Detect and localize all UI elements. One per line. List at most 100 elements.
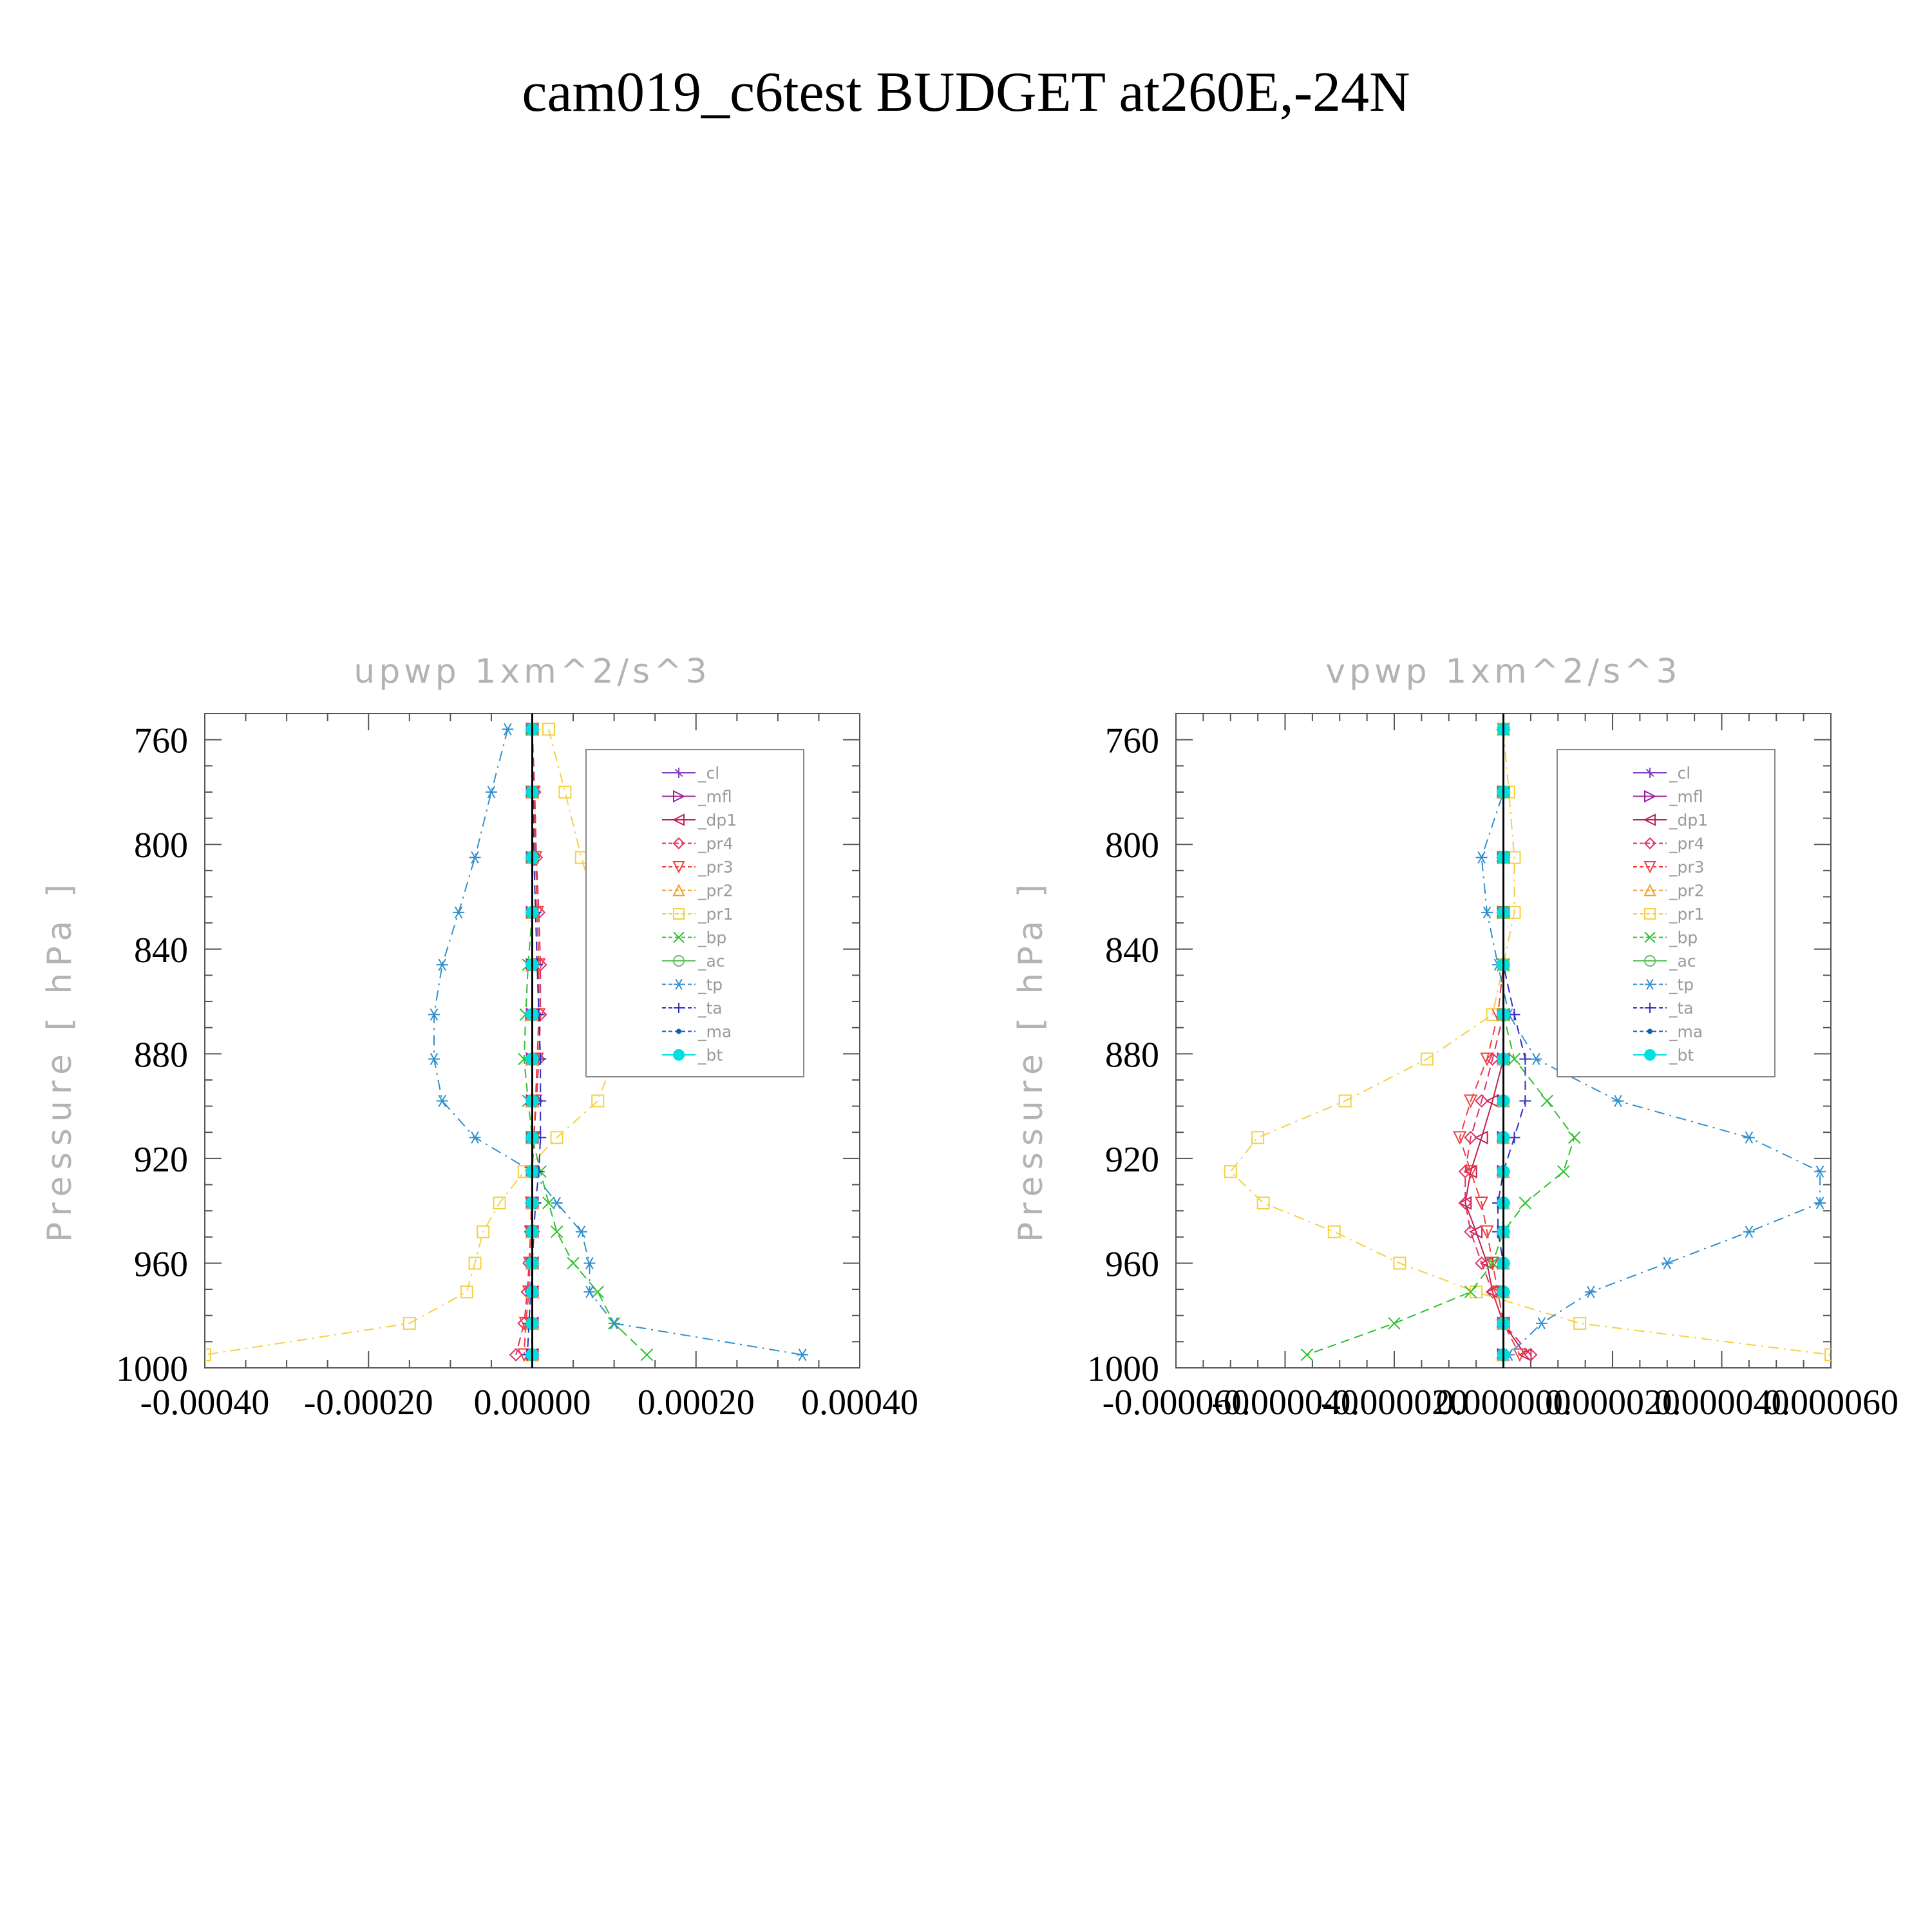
marker_tp [428,1052,440,1065]
marker_bp [1567,1131,1581,1144]
legend-marker_ac [673,955,685,967]
marker_pr1 [1251,1131,1265,1144]
marker_ta [1508,1009,1520,1021]
marker_dp1 [1474,1130,1488,1144]
marker_pr1 [468,1256,482,1270]
x-tick-label: -0.000060 [1103,1383,1250,1423]
legend-label: _bp [697,929,726,947]
marker_bp [1557,1165,1570,1178]
y-tick-label: 800 [1105,826,1159,866]
legend-entry_pr2: _pr2 [662,882,734,900]
legend-entry_ac: _ac [662,952,725,971]
legend-label: _mfl [1669,788,1703,806]
marker_pr3 [1485,1256,1500,1271]
marker_tp [1814,1165,1826,1178]
marker_tp [551,1197,563,1209]
legend-label: _ac [1669,952,1696,971]
marker_tp [1475,851,1488,864]
legend-marker_ac [1644,955,1656,967]
legend-label: _pr4 [697,835,734,853]
legend-marker_ta [1645,1003,1655,1013]
marker_ta [1508,1132,1520,1144]
main-title: cam019_c6test BUDGET at260E,-24N [522,61,1410,124]
marker_pr4 [1475,1094,1489,1108]
marker_tp [1814,1197,1826,1209]
legend-entry_tp: _tp [1633,976,1694,994]
y-tick-label: 1000 [116,1349,188,1389]
legend-entry_mfl: _mfl [662,788,732,806]
marker_pr3 [1464,1094,1478,1108]
panel-title: upwp 1xm^2/s^3 [354,652,710,691]
legend-label: _ta [697,999,723,1018]
legend-label: _tp [697,976,723,994]
series-line_pr1 [205,729,615,1356]
legend-entry_pr1: _pr1 [1633,905,1705,923]
marker_tp [453,906,465,919]
marker_pr3 [1474,1196,1489,1211]
marker_tp [575,1226,587,1238]
legend-marker_pr3 [1643,861,1656,874]
marker_pr4 [1458,1164,1472,1179]
marker_pr4 [1464,1130,1478,1144]
marker_tp [1535,1317,1548,1330]
legend-marker_bt [673,1049,685,1061]
y-tick-label: 1000 [1087,1349,1159,1389]
marker_tp [1585,1285,1597,1298]
panel-upwp: upwp 1xm^2/s^3 Pressure [ hPa ] 760 800 840 8… [41,652,918,1423]
marker_pr3 [1480,1052,1494,1066]
y-tick-label: 760 [1105,721,1159,761]
legend-marker_ta [674,1003,684,1013]
series-line_bp [523,729,648,1356]
legend-entry_ta: _ta [662,999,723,1018]
legend-label: _pr4 [1669,835,1705,853]
legend-label: _dp1 [1669,811,1708,829]
legend-label: _pr2 [697,882,734,900]
y-axis-label: Pressure [ hPa ] [41,878,79,1242]
legend-entry_pr4: _pr4 [1633,835,1705,853]
legend-label: _mfl [697,788,732,806]
legend-entry_pr3: _pr3 [1633,858,1705,876]
y-tick-label: 760 [134,721,188,761]
legend-entry_ta: _ta [1633,999,1694,1018]
marker_ta [1519,1053,1531,1065]
legend-label: _pr1 [697,905,734,923]
marker_pr3 [1464,1165,1478,1179]
legend-marker_tp [1645,978,1655,990]
x-tick-label: 0.000020 [1545,1383,1680,1423]
legend-label: _ma [1669,1023,1703,1041]
panel-vpwp: vpwp 1xm^2/s^3 Pressure [ hPa ] 760 800 840 8… [1012,652,1899,1423]
legend-label: _tp [1669,976,1694,994]
legend-marker_pr4 [672,837,685,849]
marker_bp [1486,1256,1499,1270]
marker_tp [1481,906,1493,919]
marker_pr1 [591,1094,605,1108]
legend-label: _bp [1669,929,1698,947]
marker_tp [436,958,448,971]
legend-marker_dp1 [1643,813,1656,826]
legend-marker_pr2 [672,884,685,896]
y-tick-label: 840 [134,931,188,971]
x-tick-label: 0.00000 [474,1383,591,1423]
legend-label: _ac [697,952,725,971]
legend-marker_mfl [1644,790,1657,803]
legend-box [585,749,804,1077]
marker_tp [797,1349,809,1361]
y-tick-label: 880 [134,1035,188,1075]
legend-label: _ta [1669,999,1694,1018]
marker_pr4 [1464,1225,1478,1239]
legend-marker_pr4 [1643,837,1656,849]
marker_bp [1300,1348,1314,1361]
x-tick-label: 0.000000 [1436,1383,1571,1423]
legend-entry_pr4: _pr4 [662,835,734,853]
series-line_pr4 [1464,729,1531,1356]
legend-marker_cl [1645,768,1655,778]
panel-title: vpwp 1xm^2/s^3 [1325,652,1681,691]
legend-entry_dp1: _dp1 [662,811,737,829]
marker_bp [640,1348,654,1361]
legend-entry_cl: _cl [662,764,719,782]
legend-marker_pr1 [1644,908,1656,920]
marker_tp [1743,1131,1755,1144]
legend-marker_bt [1644,1049,1656,1061]
x-tick-label: -0.00040 [140,1383,270,1423]
